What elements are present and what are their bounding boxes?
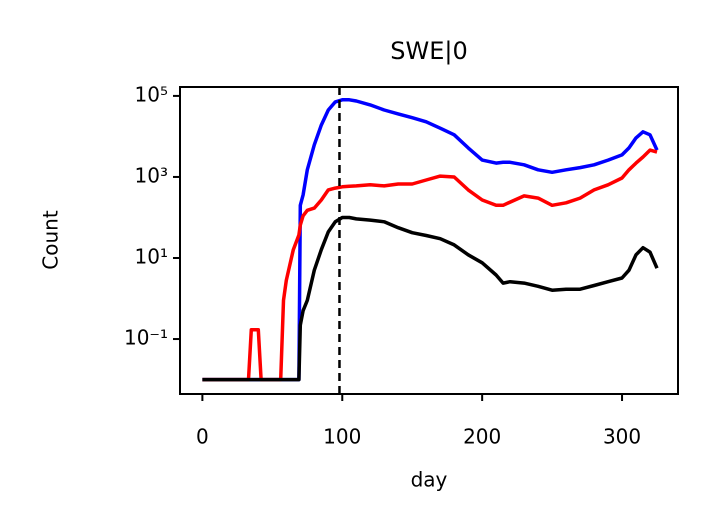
y-axis-label: Count — [39, 210, 63, 270]
chart-title: SWE|0 — [390, 37, 467, 65]
x-tick-label: 300 — [603, 425, 641, 449]
series-line — [202, 148, 658, 382]
series-line — [202, 215, 659, 382]
y-tick-label: 10³ — [135, 163, 168, 187]
x-tick-label: 200 — [463, 425, 501, 449]
x-tick-label: 0 — [196, 425, 209, 449]
y-tick-label: 10⁻¹ — [124, 326, 168, 350]
series-line — [202, 98, 659, 382]
x-tick-label: 100 — [323, 425, 361, 449]
y-tick-label: 10¹ — [135, 244, 168, 268]
plot-frame — [179, 86, 679, 395]
x-axis-label: day — [411, 468, 448, 492]
y-tick-label: 10⁵ — [135, 82, 168, 106]
